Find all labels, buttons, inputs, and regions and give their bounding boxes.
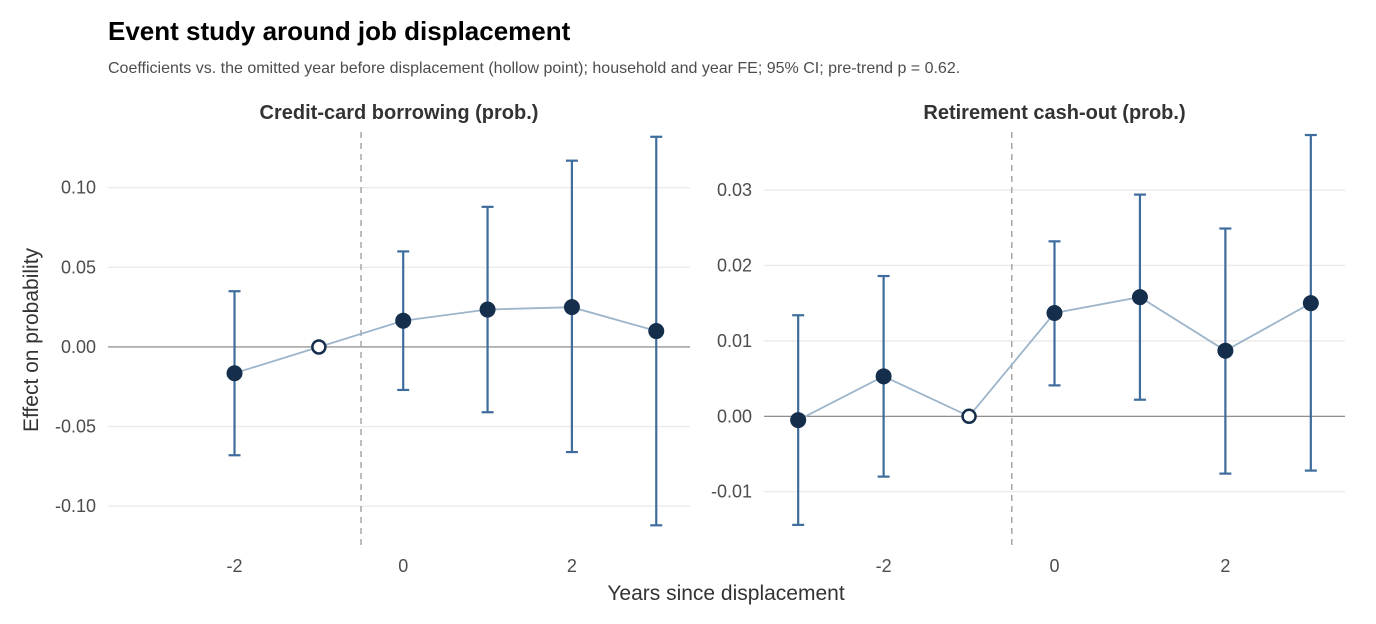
data-point <box>1302 295 1319 312</box>
y-axis-label: Effect on probability <box>20 247 43 432</box>
data-point <box>875 368 892 385</box>
x-axis-label: Years since displacement <box>607 582 845 605</box>
y-tick-label: -0.01 <box>711 482 752 502</box>
data-point <box>1131 289 1148 306</box>
y-tick-label: -0.10 <box>55 496 96 516</box>
panel-retirement-cash-out: Retirement cash-out (prob.) 0.03 0.02 0.01 0… <box>711 102 1345 576</box>
y-tick-label: 0.00 <box>717 406 752 426</box>
y-tick-label: 0.10 <box>61 178 96 198</box>
omitted-point <box>961 408 977 425</box>
chart-subtitle: Coefficients vs. the omitted year before… <box>108 60 960 77</box>
x-tick-label: -2 <box>227 556 243 576</box>
facet-title: Credit-card borrowing (prob.) <box>260 102 539 124</box>
x-tick-label: 0 <box>1049 556 1059 576</box>
y-tick-label: 0.05 <box>61 257 96 277</box>
data-point <box>1046 304 1063 321</box>
y-tick-label: 0.00 <box>61 337 96 357</box>
data-point <box>648 323 665 340</box>
x-tick-label: 2 <box>1220 556 1230 576</box>
series-line <box>234 306 657 375</box>
x-tick-label: 2 <box>567 556 577 576</box>
y-tick-label: 0.01 <box>717 331 752 351</box>
panel-credit-card-borrowing: Credit-card borrowing (prob.) 0.10 0.05 0.0… <box>55 102 690 576</box>
y-tick-label: -0.05 <box>55 417 96 437</box>
data-point <box>479 301 496 318</box>
data-point <box>1217 342 1234 359</box>
y-tick-label: 0.02 <box>717 255 752 275</box>
data-point <box>395 312 412 329</box>
chart-title: Event study around job displacement <box>108 16 571 46</box>
x-tick-label: -2 <box>876 556 892 576</box>
omitted-point <box>311 339 327 355</box>
data-point <box>790 412 807 429</box>
data-point <box>226 365 243 382</box>
y-tick-label: 0.03 <box>717 180 752 200</box>
x-tick-label: 0 <box>398 556 408 576</box>
data-point <box>563 299 580 316</box>
facet-title: Retirement cash-out (prob.) <box>923 102 1185 124</box>
